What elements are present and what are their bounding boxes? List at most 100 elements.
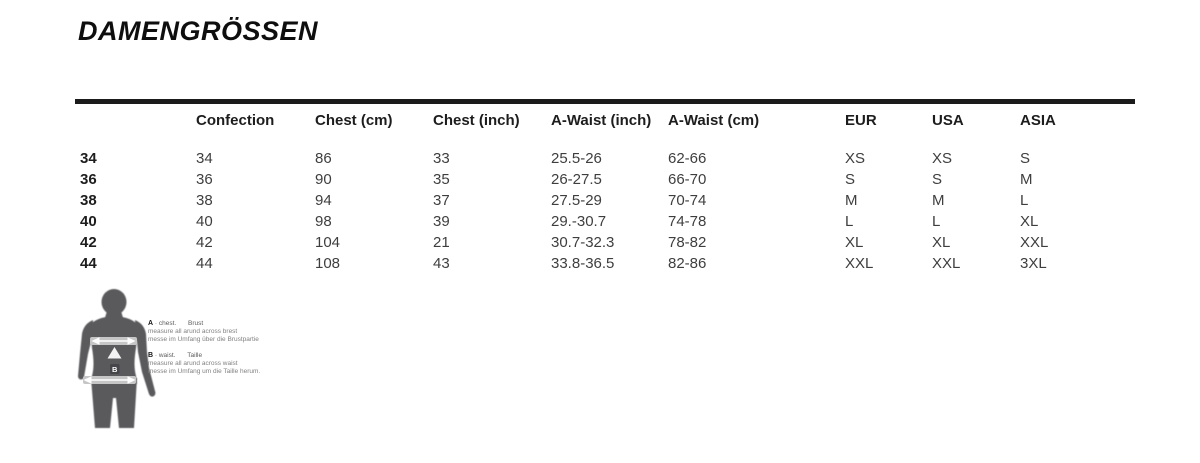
silhouette-head — [101, 289, 127, 315]
measurement-figure: B — [76, 288, 158, 430]
chest-arrow-right — [127, 337, 136, 345]
cell-usa: XXL — [932, 255, 961, 272]
cell-confection: 40 — [196, 213, 213, 230]
cell-awaist-cm: 74-78 — [668, 213, 707, 230]
row-size-label: 40 — [80, 213, 97, 230]
row-size-label: 38 — [80, 192, 97, 209]
cell-chest-cm: 94 — [315, 192, 332, 209]
row-size-label: 44 — [80, 255, 97, 272]
size-table: Confection Chest (cm) Chest (inch) A-Wai… — [75, 99, 1135, 274]
header-awaist-inch: A-Waist (inch) — [551, 112, 652, 129]
page-title: DAMENGRÖSSEN — [78, 16, 319, 46]
header-eur: EUR — [845, 112, 877, 129]
cell-chest-cm: 86 — [315, 150, 332, 167]
cell-chest-inch: 43 — [433, 255, 450, 272]
chest-annotation-de: messe im Umfang über die Brustpartie — [148, 335, 259, 343]
table-row: 34 34 86 33 25.5-26 62-66 XS XS S — [75, 148, 1135, 169]
header-usa: USA — [932, 112, 964, 129]
table-row: 44 44 108 43 33.8-36.5 82-86 XXL XXL 3XL — [75, 253, 1135, 274]
cell-asia: XXL — [1020, 234, 1049, 251]
cell-usa: L — [932, 213, 941, 230]
cell-confection: 38 — [196, 192, 213, 209]
chest-arrow-left — [91, 337, 100, 345]
cell-asia: L — [1020, 192, 1029, 209]
cell-chest-inch: 21 — [433, 234, 450, 251]
row-size-label: 42 — [80, 234, 97, 251]
body-silhouette-graphic: B — [78, 289, 156, 428]
row-size-label: 34 — [80, 150, 97, 167]
cell-asia: S — [1020, 150, 1031, 167]
cell-awaist-cm: 82-86 — [668, 255, 707, 272]
cell-confection: 36 — [196, 171, 213, 188]
cell-chest-inch: 39 — [433, 213, 450, 230]
cell-usa: M — [932, 192, 945, 209]
waist-annotation-word-de: Taille — [187, 352, 203, 359]
waist-annotation-de: messe im Umfang um die Taille herum. — [148, 367, 261, 375]
waist-annotation-letter: B — [148, 352, 154, 359]
table-row: 42 42 104 21 30.7-32.3 78-82 XL XL XXL — [75, 232, 1135, 253]
chest-annotation-word: · chest. — [154, 320, 177, 327]
waist-annotation: B · waist. Taille measure all arund acro… — [148, 352, 260, 375]
cell-usa: S — [932, 171, 943, 188]
measurement-bands: B — [83, 337, 137, 384]
cell-asia: M — [1020, 171, 1033, 188]
header-confection: Confection — [196, 112, 275, 129]
header-awaist-cm: A-Waist (cm) — [668, 112, 760, 129]
chest-annotation-en: measure all arund across brest — [148, 328, 238, 336]
cell-chest-cm: 90 — [315, 171, 332, 188]
cell-awaist-inch: 26-27.5 — [551, 171, 602, 188]
table-row: 40 40 98 39 29.-30.7 74-78 L L XL — [75, 211, 1135, 232]
cell-chest-inch: 37 — [433, 192, 450, 209]
waist-arrow-left — [83, 376, 92, 384]
cell-asia: XL — [1020, 213, 1039, 230]
cell-eur: M — [845, 192, 858, 209]
cell-chest-cm: 98 — [315, 213, 332, 230]
chest-annotation-word-de: Brust — [188, 320, 204, 327]
table-header-row: Confection Chest (cm) Chest (inch) A-Wai… — [75, 104, 1135, 148]
cell-confection: 34 — [196, 150, 213, 167]
silhouette-left-arm — [78, 320, 93, 380]
table-row: 36 36 90 35 26-27.5 66-70 S S M — [75, 169, 1135, 190]
waist-annotation-en: measure all arund across waist — [148, 360, 238, 368]
table-top-rule — [75, 99, 1135, 104]
chest-annotation: A · chest. Brust measure all arund acros… — [148, 320, 259, 343]
marker-a-triangle — [107, 347, 122, 359]
cell-usa: XL — [932, 234, 951, 251]
waist-arrow-right — [127, 376, 136, 384]
cell-confection: 44 — [196, 255, 213, 272]
cell-chest-inch: 33 — [433, 150, 450, 167]
cell-chest-cm: 108 — [315, 255, 341, 272]
table-row: 38 38 94 37 27.5-29 70-74 M M L — [75, 190, 1135, 211]
cell-eur: XL — [845, 234, 864, 251]
cell-confection: 42 — [196, 234, 213, 251]
header-chest-inch: Chest (inch) — [433, 112, 520, 129]
cell-eur: XXL — [845, 255, 874, 272]
cell-awaist-cm: 66-70 — [668, 171, 707, 188]
chest-annotation-letter: A — [148, 320, 154, 327]
chest-annotation-title: A · chest. Brust — [148, 320, 259, 327]
marker-b-letter: B — [112, 365, 118, 374]
marker-b-badge — [110, 364, 120, 374]
cell-awaist-inch: 33.8-36.5 — [551, 255, 615, 272]
header-spacer — [75, 112, 196, 148]
silhouette-right-arm — [135, 320, 156, 397]
silhouette-legs — [91, 378, 137, 428]
cell-awaist-inch: 25.5-26 — [551, 150, 602, 167]
waist-annotation-word: · waist. — [154, 352, 176, 359]
cell-awaist-cm: 78-82 — [668, 234, 707, 251]
header-chest-cm: Chest (cm) — [315, 112, 393, 129]
cell-eur: XS — [845, 150, 866, 167]
cell-awaist-inch: 30.7-32.3 — [551, 234, 615, 251]
cell-awaist-cm: 62-66 — [668, 150, 707, 167]
cell-eur: L — [845, 213, 854, 230]
header-asia: ASIA — [1020, 112, 1056, 129]
cell-chest-cm: 104 — [315, 234, 341, 251]
waist-annotation-title: B · waist. Taille — [148, 352, 260, 359]
cell-usa: XS — [932, 150, 953, 167]
cell-awaist-inch: 29.-30.7 — [551, 213, 607, 230]
cell-awaist-inch: 27.5-29 — [551, 192, 602, 209]
cell-awaist-cm: 70-74 — [668, 192, 707, 209]
cell-asia: 3XL — [1020, 255, 1047, 272]
row-size-label: 36 — [80, 171, 97, 188]
